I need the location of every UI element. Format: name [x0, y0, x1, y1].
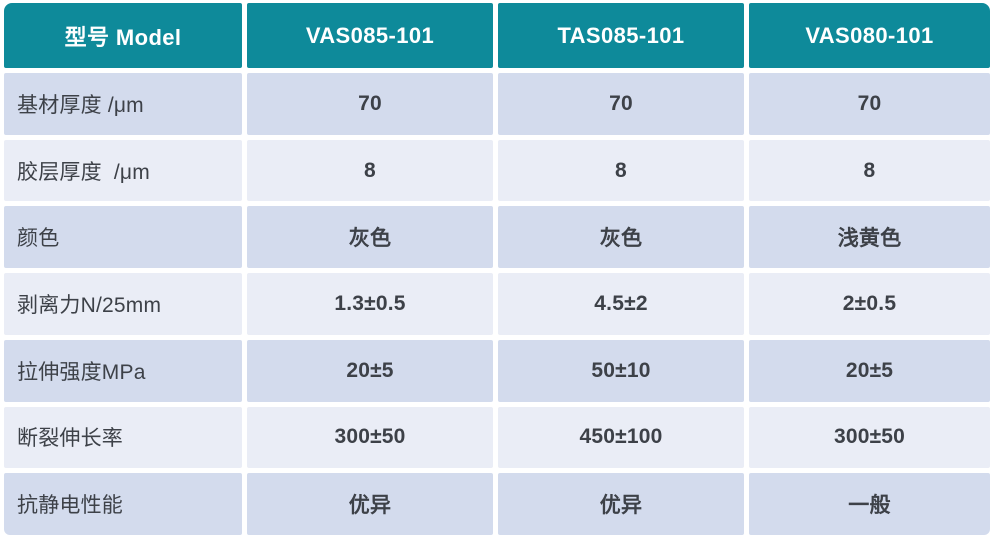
spec-grid: 型号 Model VAS085-101 TAS085-101 VAS080-10… [4, 3, 990, 535]
cell-value: 50±10 [498, 339, 744, 402]
cell-value: 灰色 [498, 206, 744, 269]
cell-value: 4.5±2 [498, 273, 744, 335]
cell-value: 8 [749, 139, 990, 202]
header-cell-model-tas085: TAS085-101 [498, 3, 744, 68]
cell-value: 优异 [498, 473, 744, 535]
row-label-antistatic: 抗静电性能 [4, 473, 242, 535]
cell-value: 1.3±0.5 [247, 273, 493, 335]
cell-value: 一般 [749, 473, 990, 535]
header-cell-model-vas080: VAS080-101 [749, 3, 990, 68]
cell-value: 20±5 [247, 339, 493, 402]
cell-value: 300±50 [749, 406, 990, 469]
row-label-tensile-strength: 拉伸强度MPa [4, 339, 242, 402]
header-cell-model-label: 型号 Model [4, 3, 242, 68]
cell-value: 优异 [247, 473, 493, 535]
cell-value: 8 [498, 139, 744, 202]
cell-value: 300±50 [247, 406, 493, 469]
cell-value: 浅黄色 [749, 206, 990, 269]
header-cell-model-vas085: VAS085-101 [247, 3, 493, 68]
row-label-color: 颜色 [4, 206, 242, 269]
cell-value: 20±5 [749, 339, 990, 402]
cell-value: 2±0.5 [749, 273, 990, 335]
cell-value: 70 [247, 73, 493, 135]
row-label-substrate-thickness: 基材厚度 /μm [4, 73, 242, 135]
row-label-peel-force: 剥离力N/25mm [4, 273, 242, 335]
cell-value: 70 [498, 73, 744, 135]
cell-value: 70 [749, 73, 990, 135]
cell-value: 450±100 [498, 406, 744, 469]
cell-value: 灰色 [247, 206, 493, 269]
row-label-elongation: 断裂伸长率 [4, 406, 242, 469]
cell-value: 8 [247, 139, 493, 202]
row-label-adhesive-thickness: 胶层厚度 /μm [4, 139, 242, 202]
